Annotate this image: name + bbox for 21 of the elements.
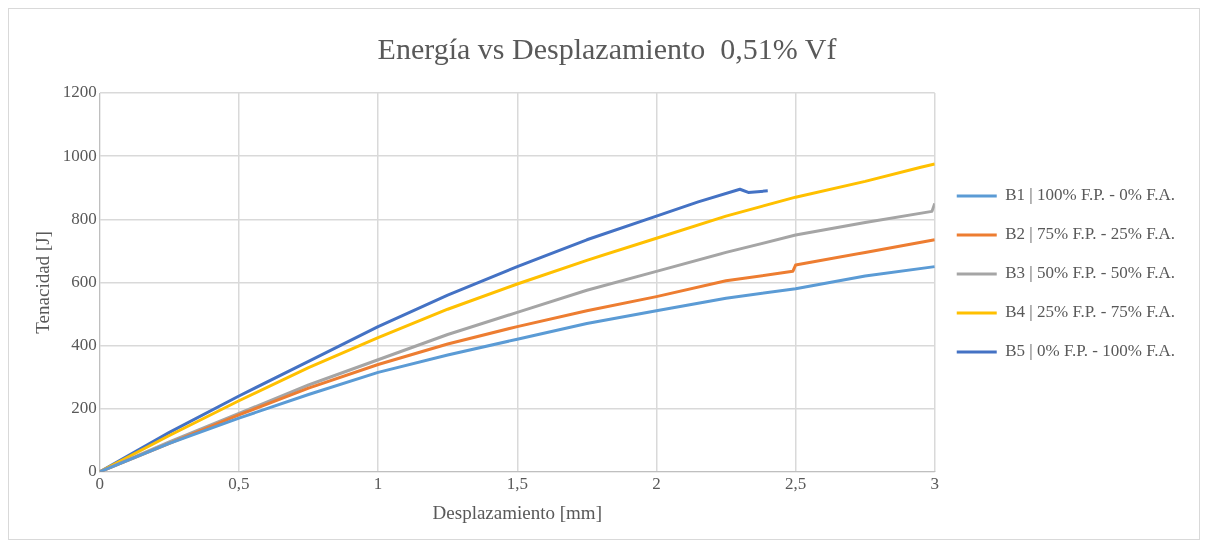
chart-title: Energía vs Desplazamiento 0,51% Vf [377,31,837,65]
legend-label: B5 | 0% F.P. - 100% F.A. [1005,341,1176,361]
y-tick-label: 1200 [62,82,97,102]
legend-label: B1 | 100% F.P. - 0% F.A. [1005,185,1176,205]
x-tick-label: 1,5 [506,474,528,494]
x-tick-label: 1 [373,474,383,494]
y-axis-title: Tenacidad [J] [32,231,54,334]
y-tick-label: 200 [71,398,97,418]
legend-label: B2 | 75% F.P. - 25% F.A. [1005,224,1176,244]
y-tick-label: 400 [71,335,97,354]
y-tick-label: 0 [88,461,97,481]
y-tick-label: 800 [71,208,97,228]
y-tick-label: 600 [71,271,97,291]
x-tick-label: 2,5 [784,474,807,494]
x-tick-label: 0,5 [228,474,250,494]
legend-label: B4 | 25% F.P. - 75% F.A. [1005,302,1176,322]
legend-label: B3 | 50% F.P. - 50% F.A. [1005,263,1176,283]
x-tick-label: 2 [652,474,661,494]
x-axis-title: Desplazamiento [mm] [432,501,602,523]
y-tick-label: 1000 [62,145,97,165]
x-tick-label: 3 [930,474,939,494]
